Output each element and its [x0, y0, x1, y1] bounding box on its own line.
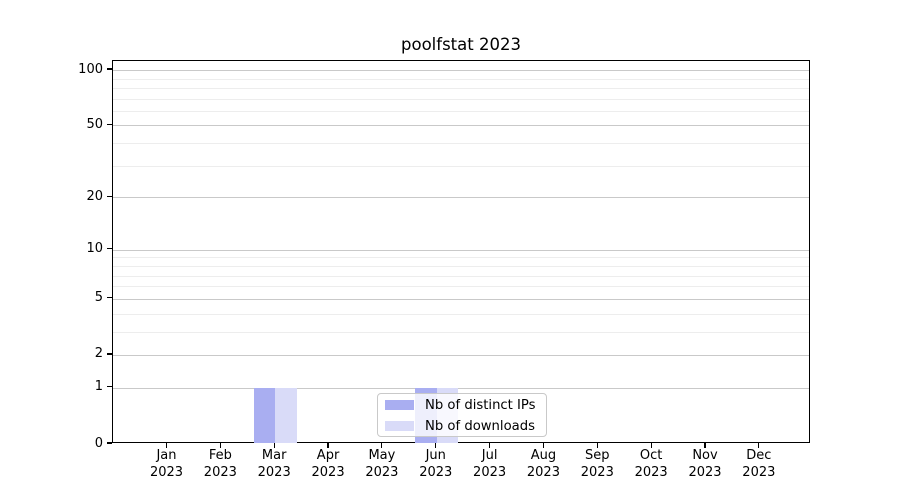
y-tick-mark: [107, 297, 112, 299]
gridline-minor: [113, 313, 809, 315]
legend-label: Nb of distinct IPs: [425, 397, 536, 413]
gridline-minor: [113, 165, 809, 167]
gridline-minor: [113, 78, 809, 80]
y-tick-label: 5: [94, 290, 103, 306]
gridline-minor: [113, 286, 809, 288]
x-tick-mark: [650, 443, 652, 448]
chart-title: poolfstat 2023: [401, 35, 521, 54]
y-tick-mark: [107, 123, 112, 126]
gridline-minor: [113, 275, 809, 277]
gridline-minor: [113, 143, 809, 145]
bar-distinct-ips: [253, 387, 276, 443]
x-tick-label: Dec 2023: [742, 448, 776, 480]
y-tick-mark: [107, 386, 112, 388]
legend-item: Nb of distinct IPs: [378, 395, 546, 415]
legend-item: Nb of downloads: [378, 416, 546, 436]
legend-swatch: [385, 421, 414, 431]
gridline-minor: [113, 331, 809, 333]
gridline-minor: [113, 98, 809, 100]
bar-downloads: [275, 387, 297, 443]
x-tick-mark: [704, 443, 706, 448]
gridline-major: [113, 249, 809, 251]
x-tick-mark: [542, 443, 545, 448]
x-tick-mark: [165, 443, 168, 448]
x-tick-label: Oct 2023: [634, 448, 668, 480]
x-tick-label: Feb 2023: [203, 448, 237, 480]
gridline-major: [113, 125, 809, 127]
y-tick-mark: [107, 442, 112, 444]
x-tick-mark: [489, 443, 491, 448]
gridline-major: [113, 298, 809, 300]
y-tick-label: 100: [78, 61, 103, 77]
x-tick-mark: [596, 443, 598, 448]
x-tick-label: Apr 2023: [311, 448, 345, 480]
y-tick-label: 2: [94, 346, 103, 362]
y-tick-mark: [107, 195, 112, 197]
y-tick-label: 10: [86, 241, 103, 257]
x-tick-mark: [435, 443, 437, 448]
gridline-minor: [113, 265, 809, 267]
y-tick-label: 50: [86, 116, 103, 132]
legend-swatch: [385, 400, 414, 410]
plot-area: [112, 60, 810, 443]
x-tick-mark: [758, 443, 760, 448]
gridline-minor: [113, 87, 809, 89]
x-tick-label: May 2023: [365, 448, 399, 480]
y-tick-mark: [107, 353, 112, 355]
x-tick-label: Jan 2023: [149, 448, 184, 480]
x-tick-label: Sep 2023: [580, 448, 614, 480]
x-tick-mark: [327, 443, 329, 448]
x-tick-mark: [273, 443, 275, 448]
gridline-major: [113, 70, 809, 72]
x-tick-label: Aug 2023: [526, 448, 560, 480]
y-tick-mark: [107, 248, 112, 250]
gridline-minor: [113, 257, 809, 259]
gridline-minor: [113, 110, 809, 112]
x-tick-label: Mar 2023: [257, 448, 291, 480]
legend-label: Nb of downloads: [425, 418, 535, 434]
y-tick-label: 20: [86, 188, 103, 204]
gridline-major: [113, 197, 809, 199]
gridline-major: [113, 387, 809, 389]
x-tick-mark: [219, 443, 221, 448]
y-tick-mark: [107, 68, 112, 70]
x-tick-label: Jun 2023: [419, 448, 453, 480]
y-tick-label: 1: [94, 379, 103, 395]
x-tick-mark: [381, 443, 383, 448]
x-tick-label: Jul 2023: [473, 448, 507, 480]
legend: Nb of distinct IPs Nb of downloads: [377, 393, 547, 437]
x-tick-label: Nov 2023: [688, 448, 722, 480]
y-tick-label: 0: [94, 435, 103, 451]
gridline-major: [113, 354, 809, 356]
